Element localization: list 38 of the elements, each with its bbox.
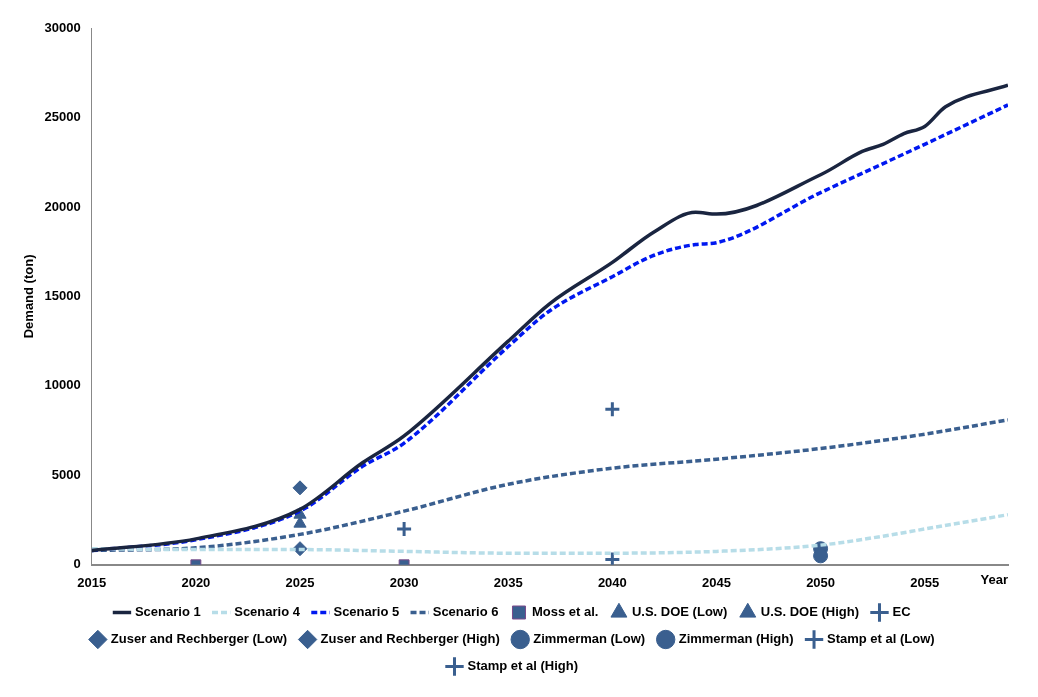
point bbox=[293, 516, 307, 528]
legend-label: Zimmerman (Low) bbox=[533, 631, 646, 647]
point bbox=[292, 480, 308, 496]
y-tick-label: 15000 bbox=[44, 287, 81, 303]
y-tick-label: 0 bbox=[73, 556, 81, 572]
y-tick-label: 10000 bbox=[44, 377, 81, 393]
x-tick-label: 2035 bbox=[493, 575, 523, 591]
point bbox=[603, 400, 621, 418]
y-axis-title: Demand (ton) bbox=[21, 254, 37, 339]
x-tick-label: 2025 bbox=[285, 575, 315, 591]
y-tick-label: 25000 bbox=[44, 109, 81, 125]
legend-label: Scenario 4 bbox=[234, 604, 301, 620]
y-tick-label: 30000 bbox=[44, 19, 81, 35]
legend-label: Zuser and Rechberger (Low) bbox=[110, 631, 288, 647]
point bbox=[395, 520, 413, 538]
line-series bbox=[91, 512, 1008, 555]
x-tick-label: 2045 bbox=[702, 575, 731, 591]
x-tick-label: 2015 bbox=[77, 575, 107, 591]
legend-label: Scenario 1 bbox=[134, 604, 201, 620]
x-tick-label: 2055 bbox=[910, 575, 940, 591]
legend-label: Zimmerman (High) bbox=[678, 631, 794, 647]
legend-label: Stamp et al (Low) bbox=[827, 631, 935, 647]
legend-label: U.S. DOE (Low) bbox=[631, 604, 728, 620]
x-tick-label: 2050 bbox=[806, 575, 836, 591]
x-tick-label: 2030 bbox=[389, 575, 419, 591]
legend-label: Zuser and Rechberger (High) bbox=[320, 631, 500, 647]
y-tick-label: 20000 bbox=[44, 198, 81, 214]
legend-label: EC bbox=[892, 604, 912, 620]
y-tick-label: 5000 bbox=[51, 466, 81, 482]
x-axis-title: Year bbox=[980, 571, 1008, 587]
x-tick-label: 2040 bbox=[597, 575, 627, 591]
legend-label: Scenario 6 bbox=[432, 604, 499, 620]
legend-label: Moss et al. bbox=[531, 604, 599, 620]
point bbox=[603, 550, 621, 565]
legend-label: U.S. DOE (High) bbox=[760, 604, 859, 620]
x-tick-label: 2020 bbox=[181, 575, 211, 591]
legend-label: Stamp et al (High) bbox=[467, 658, 579, 674]
legend-label: Scenario 5 bbox=[333, 604, 400, 620]
